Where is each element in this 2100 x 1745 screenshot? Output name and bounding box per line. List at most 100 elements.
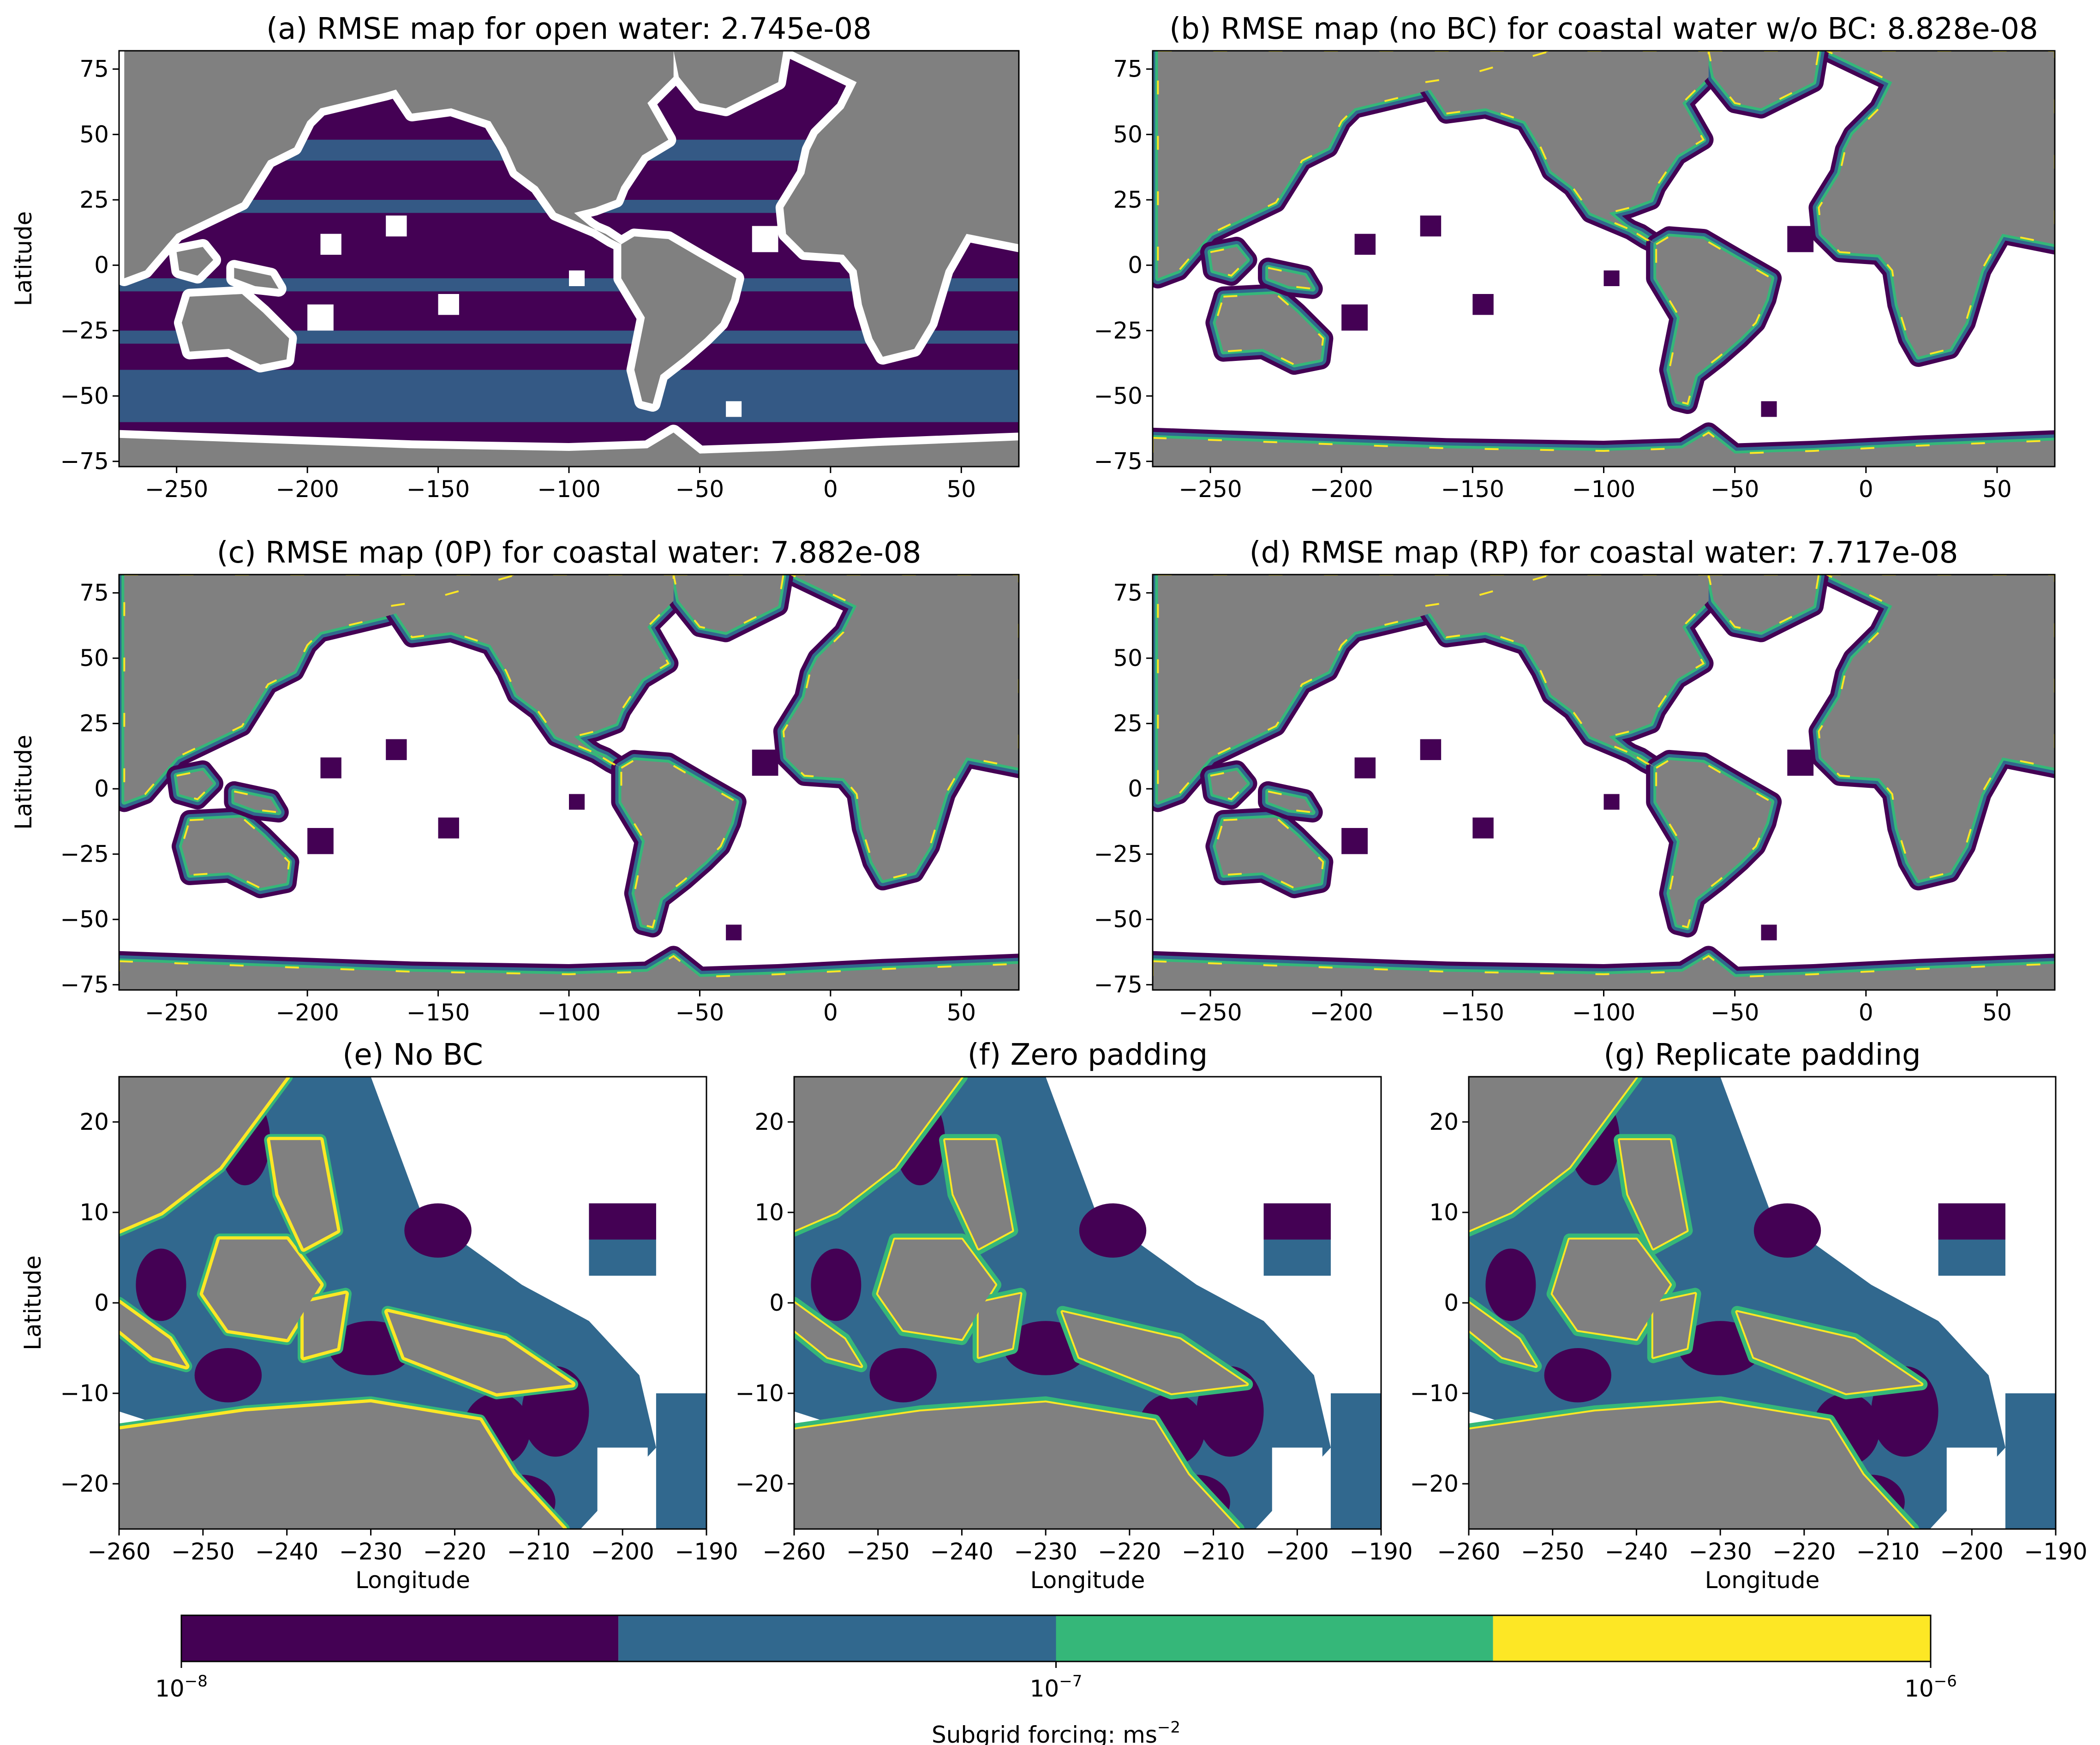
y-tick-label: 20 [1429,1109,1459,1135]
y-tick-label: −50 [1094,383,1143,409]
colorbar-bin [1493,1615,1931,1661]
coastal-band-peak [233,790,281,814]
x-tick-label: −250 [1521,1538,1584,1565]
land-asia [124,51,517,278]
coastal-band-peak [389,575,675,769]
land-europeAfricaAsia [1819,51,2055,357]
y-tick-label: 75 [79,580,109,606]
land-philippines [270,1140,337,1249]
land-newGuinea [234,791,279,813]
y-tick-label: −25 [1094,317,1143,344]
island-box [1787,750,1814,776]
y-axis-title: Latitude [19,1255,46,1350]
y-tick-label: −50 [1094,906,1143,933]
x-tick-label: 0 [823,476,838,503]
low-error-patch [404,1203,472,1258]
y-tick-label: 50 [79,121,109,148]
x-tick-label: −260 [762,1538,826,1565]
plot-area-d [1153,575,2055,990]
ocean-band [119,370,1019,422]
land-borneo [203,1239,321,1339]
land-newGuinea [234,268,279,289]
masked-pocket [1272,1447,1322,1529]
land-sulawesi [1653,1294,1695,1357]
masked-box [307,304,334,331]
y-tick-label: 25 [1113,186,1143,213]
masked-pocket [597,1447,648,1529]
coastal-band-peak [1424,51,1710,246]
y-tick-label: 0 [94,252,109,279]
y-tick-label: 0 [1444,1289,1459,1316]
x-tick-label: −190 [1349,1538,1412,1565]
land-philippines [1620,1140,1687,1249]
x-tick-label: 50 [946,476,976,503]
land-northAmerica [391,575,674,768]
coastal-band-peak [123,575,517,804]
y-tick-label: 25 [79,710,109,737]
low-error-patch [1544,1348,1611,1403]
x-tick-label: 0 [1859,999,1873,1026]
x-tick-label: −200 [275,999,339,1026]
land-philippines [945,1140,1012,1249]
land-sulawesi [304,1294,346,1357]
coastal-band-peak [1267,266,1315,290]
panel-d: −250 −200 −150 −100 −50 0 50−75−50−250255075(d… [1094,536,2056,1026]
island-box [1787,226,1814,252]
x-tick-label: −240 [930,1538,993,1565]
x-tick-label: −220 [423,1538,486,1565]
y-tick-label: 0 [94,1289,109,1316]
land-greenland [673,575,784,632]
land-greenland [673,51,784,108]
colorbar-bin [618,1615,1056,1661]
masked-box [320,234,341,255]
land-asia [1158,51,1551,278]
x-tick-label: −100 [1572,999,1635,1026]
x-tick-label: −220 [1098,1538,1161,1565]
island-box [1341,828,1368,854]
panel-c: −250 −200 −150 −100 −50 0 50−75−50−250255075(c… [10,536,1020,1026]
land-sumatra [1469,1303,1536,1367]
panel-title: (g) Replicate padding [1603,1038,1921,1072]
island-box-top [1938,1203,2005,1240]
y-tick-label: 75 [1113,56,1143,83]
x-tick-label: −190 [2024,1538,2087,1565]
x-tick-label: −250 [846,1538,909,1565]
coastal-band-peak [1818,575,2055,881]
coastal-band-peak [1157,51,1552,280]
x-tick-label: 0 [1859,476,1873,503]
island-box [438,817,459,839]
island-box-top [1263,1203,1331,1240]
colorbar: 10−8 10−7 10−6 Subgrid forcing: ms−2 [155,1614,1957,1745]
x-tick-label: −210 [1856,1538,1920,1565]
y-axis-title: Latitude [10,735,37,830]
land-newGuinea [1268,791,1313,813]
x-tick-label: −200 [1310,476,1373,503]
low-error-patch [811,1248,862,1321]
land-europeAfricaAsia [783,575,1019,881]
x-tick-label: −240 [255,1538,318,1565]
y-tick-label: 75 [79,56,109,83]
land-northAmerica [1425,575,1709,768]
land-australia [1215,294,1323,365]
island-box [386,739,407,760]
island-box [1603,270,1620,286]
x-axis-title: Longitude [355,1567,470,1594]
x-tick-label: −150 [1441,476,1504,503]
panel-title: (a) RMSE map for open water: 2.745e-08 [266,12,872,46]
colorbar-tick-label: 10−7 [1030,1672,1083,1702]
x-tick-label: −230 [1014,1538,1077,1565]
y-axis-title: Latitude [10,211,37,306]
land-australia [182,817,289,888]
x-tick-label: −100 [537,999,600,1026]
coastal-box-se [656,1393,706,1529]
coastal-band-peak [782,575,1019,881]
panel-title: (f) Zero padding [968,1038,1208,1072]
land-asia [1158,575,1551,802]
plot-area-g [1469,1077,2056,1529]
y-tick-label: 25 [1113,710,1143,737]
masked-coast [119,425,1019,467]
land-sumatra [794,1303,862,1367]
y-tick-label: −75 [60,448,109,475]
land-antarctica [1153,956,2055,990]
land-sulawesi [978,1294,1021,1357]
